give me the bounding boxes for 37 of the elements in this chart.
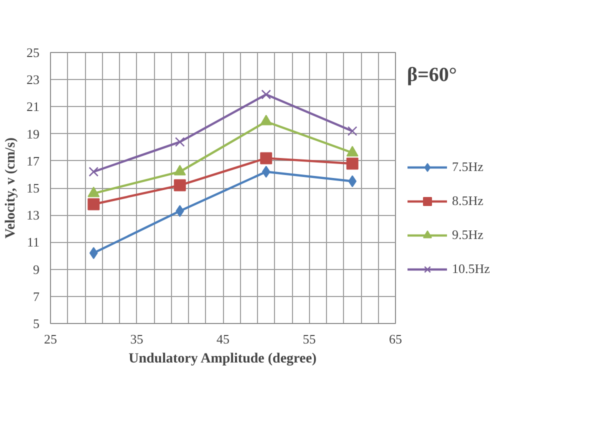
point [88,166,99,177]
y-tick-label: 25 [26,45,40,60]
point [260,114,272,126]
x-tick-label: 55 [302,332,316,346]
point [347,126,358,136]
legend-label: 8.5Hz [452,193,484,209]
x-tick-label: 25 [44,332,57,346]
point [174,137,185,147]
y-tick-label: 9 [33,262,40,277]
point [89,247,98,260]
point [260,152,272,164]
point [176,205,184,218]
point [88,198,100,210]
x-tick-label: 65 [389,332,402,346]
text: β=60° [407,64,458,87]
y-tick-label: 21 [26,99,40,114]
legend-label: 9.5Hz [452,227,484,243]
point [174,179,186,192]
x-axis-title: Undulatory Amplitude (degree) [128,352,317,366]
y-tick-label: 23 [26,72,40,88]
legend-label: 10.5Hz [452,261,490,277]
point [262,166,270,178]
y-tick-label: 17 [26,153,40,168]
x-tick-label: 35 [130,332,144,346]
y-tick-label: 5 [33,316,40,331]
y-axis-title: Velocity, v (cm/s) [4,137,18,238]
y-tick-label: 15 [26,180,40,196]
y-tick-label: 19 [26,126,40,142]
legend-label: 7.5Hz [452,159,484,175]
point [348,175,357,188]
point [346,158,358,170]
y-tick-label: 7 [33,288,40,304]
y-tick-label: 13 [26,208,40,223]
point [261,90,272,100]
x-tick-label: 45 [216,332,230,346]
point [88,186,100,198]
y-tick-label: 11 [26,234,40,250]
